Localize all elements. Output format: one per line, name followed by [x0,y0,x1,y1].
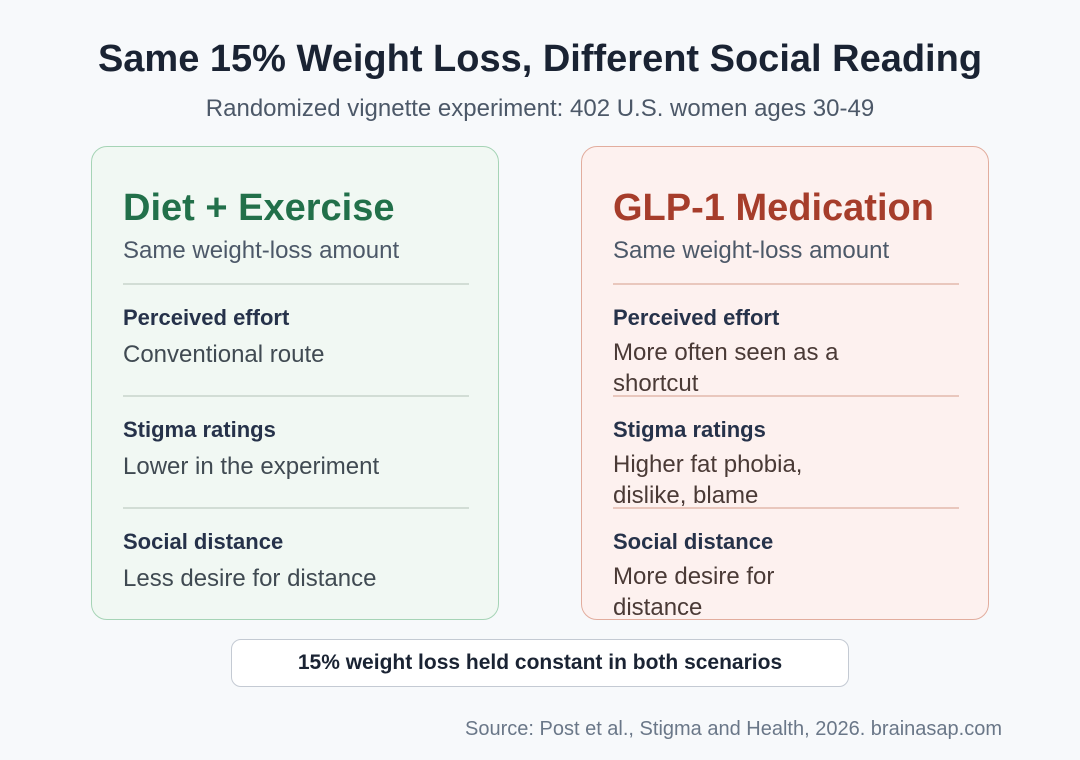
card-title: GLP-1 Medication [613,187,934,229]
row-value-social-distance: More desire for distance [613,563,775,621]
source-credit: Source: Post et al., Stigma and Health, … [465,718,1002,740]
page-subtitle: Randomized vignette experiment: 402 U.S.… [205,95,875,122]
divider [613,507,959,509]
glp1-medication-card: GLP-1 Medication Same weight-loss amount… [581,146,989,621]
row-label-perceived-effort: Perceived effort [613,305,780,330]
page-title: Same 15% Weight Loss, Different Social R… [97,38,983,80]
diet-exercise-card: Diet + Exercise Same weight-loss amount … [91,146,499,620]
divider [613,283,959,285]
row-label-perceived-effort: Perceived effort [123,305,290,330]
row-label-social-distance: Social distance [613,529,774,554]
card-subtitle: Same weight-loss amount [613,237,890,264]
row-value-stigma-ratings: Lower in the experiment [123,453,380,480]
card-title: Diet + Exercise [123,187,395,229]
row-label-social-distance: Social distance [123,529,284,554]
row-value-social-distance: Less desire for distance [123,565,377,592]
row-label-stigma-ratings: Stigma ratings [123,417,276,442]
row-value-perceived-effort: Conventional route [123,341,325,368]
row-value-stigma-ratings: Higher fat phobia, dislike, blame [613,451,803,509]
card-subtitle: Same weight-loss amount [123,237,400,264]
divider [613,395,959,397]
divider [123,283,469,285]
row-value-perceived-effort: More often seen as a shortcut [613,339,839,397]
constant-note-box: 15% weight loss held constant in both sc… [231,639,849,687]
divider [123,395,469,397]
row-label-stigma-ratings: Stigma ratings [613,417,766,442]
divider [123,507,469,509]
